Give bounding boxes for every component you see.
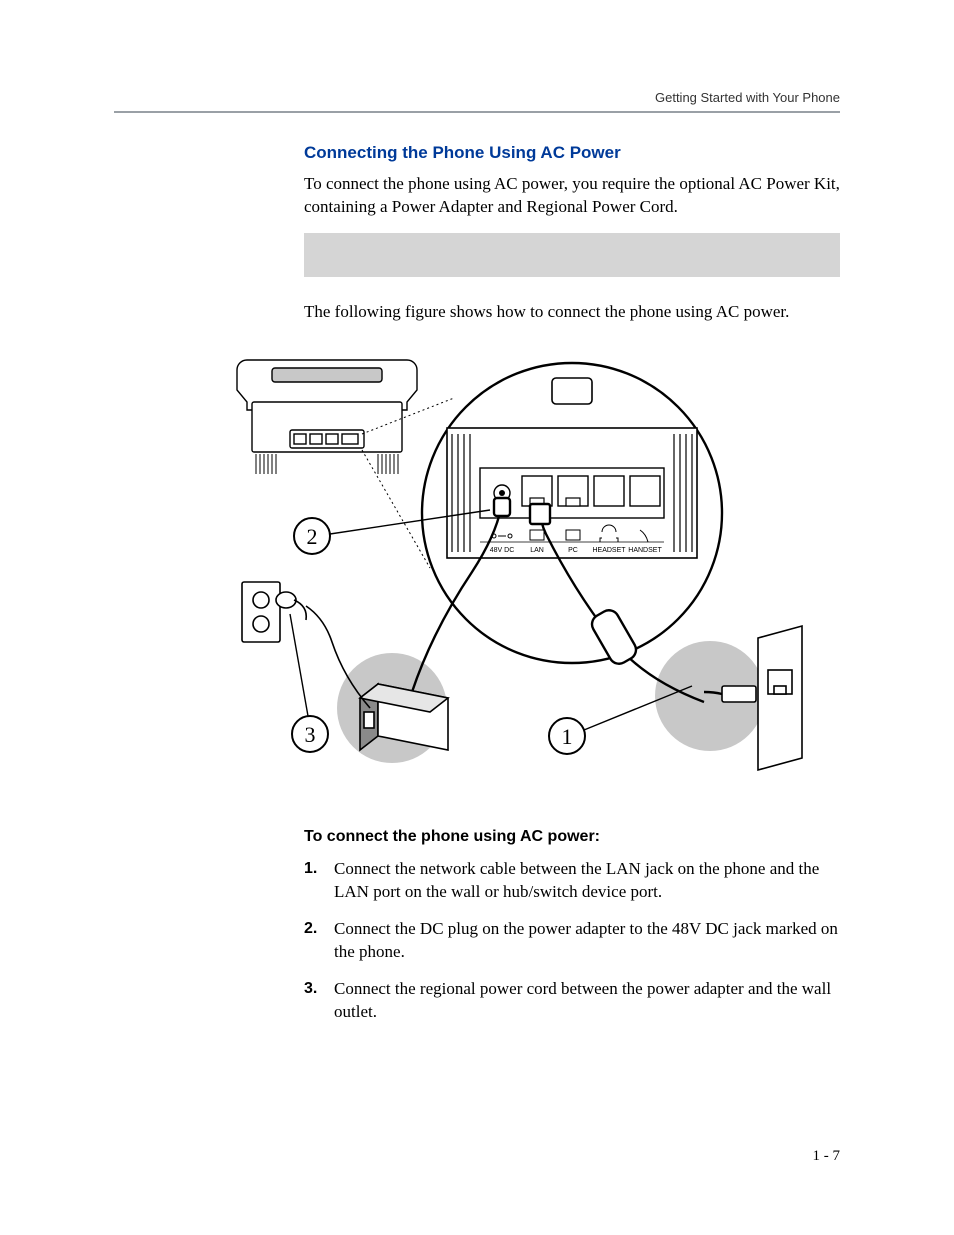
- svg-text:3: 3: [305, 722, 316, 747]
- after-note-paragraph: The following figure shows how to connec…: [304, 301, 840, 324]
- step-item: Connect the DC plug on the power adapter…: [304, 918, 840, 964]
- svg-text:1: 1: [562, 724, 573, 749]
- note-box: [304, 233, 840, 277]
- intro-paragraph: To connect the phone using AC power, you…: [304, 173, 840, 219]
- connection-diagram: 48V DC LAN PC HEADSET HANDSET: [202, 338, 842, 798]
- procedure-steps: Connect the network cable between the LA…: [304, 858, 840, 1024]
- label-pc: PC: [568, 547, 578, 554]
- wall-outlet-icon: [242, 582, 306, 642]
- port-zoom-circle: 48V DC LAN PC HEADSET HANDSET: [412, 363, 722, 702]
- label-dc: 48V DC: [490, 547, 515, 554]
- label-headset: HEADSET: [592, 547, 626, 554]
- page: Getting Started with Your Phone Connecti…: [0, 0, 954, 1235]
- section-heading: Connecting the Phone Using AC Power: [304, 143, 840, 163]
- svg-text:2: 2: [307, 524, 318, 549]
- phone-back-icon: [237, 360, 454, 568]
- procedure-heading: To connect the phone using AC power:: [304, 828, 840, 846]
- content-column: Connecting the Phone Using AC Power To c…: [304, 143, 840, 1023]
- step-item: Connect the network cable between the LA…: [304, 858, 840, 904]
- label-handset: HANDSET: [628, 547, 662, 554]
- header-rule: [114, 111, 840, 113]
- running-head: Getting Started with Your Phone: [114, 90, 840, 105]
- step-item: Connect the regional power cord between …: [304, 978, 840, 1024]
- callout-3: 3: [290, 614, 328, 752]
- label-lan: LAN: [530, 547, 544, 554]
- page-number: 1 - 7: [813, 1148, 841, 1165]
